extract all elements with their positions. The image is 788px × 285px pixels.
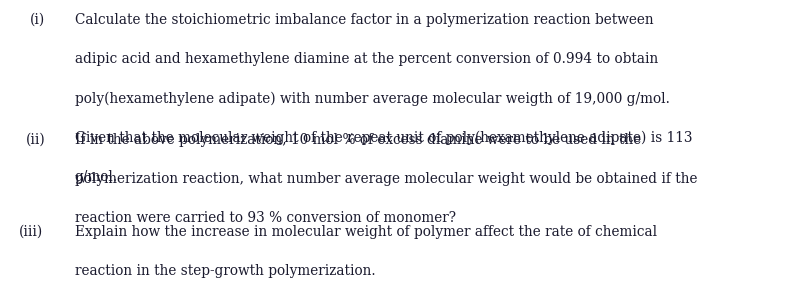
Text: reaction were carried to 93 % conversion of monomer?: reaction were carried to 93 % conversion… [75, 211, 456, 225]
Text: reaction in the step-growth polymerization.: reaction in the step-growth polymerizati… [75, 264, 376, 278]
Text: (ii): (ii) [26, 133, 46, 146]
Text: poly(hexamethylene adipate) with number average molecular weigth of 19,000 g/mol: poly(hexamethylene adipate) with number … [75, 91, 670, 106]
Text: polymerization reaction, what number average molecular weight would be obtained : polymerization reaction, what number ave… [75, 172, 697, 186]
Text: g/mol.: g/mol. [75, 170, 118, 184]
Text: (iii): (iii) [19, 225, 43, 239]
Text: adipic acid and hexamethylene diamine at the percent conversion of 0.994 to obta: adipic acid and hexamethylene diamine at… [75, 52, 658, 66]
Text: Given that the molecular weight of the repeat unit of poly(hexamethylene adipate: Given that the molecular weight of the r… [75, 131, 693, 145]
Text: Explain how the increase in molecular weight of polymer affect the rate of chemi: Explain how the increase in molecular we… [75, 225, 657, 239]
Text: Calculate the stoichiometric imbalance factor in a polymerization reaction betwe: Calculate the stoichiometric imbalance f… [75, 13, 653, 27]
Text: If in the above polymerization, 10 mol % of excess diamine were to be used in th: If in the above polymerization, 10 mol %… [75, 133, 641, 146]
Text: (i): (i) [30, 13, 45, 27]
